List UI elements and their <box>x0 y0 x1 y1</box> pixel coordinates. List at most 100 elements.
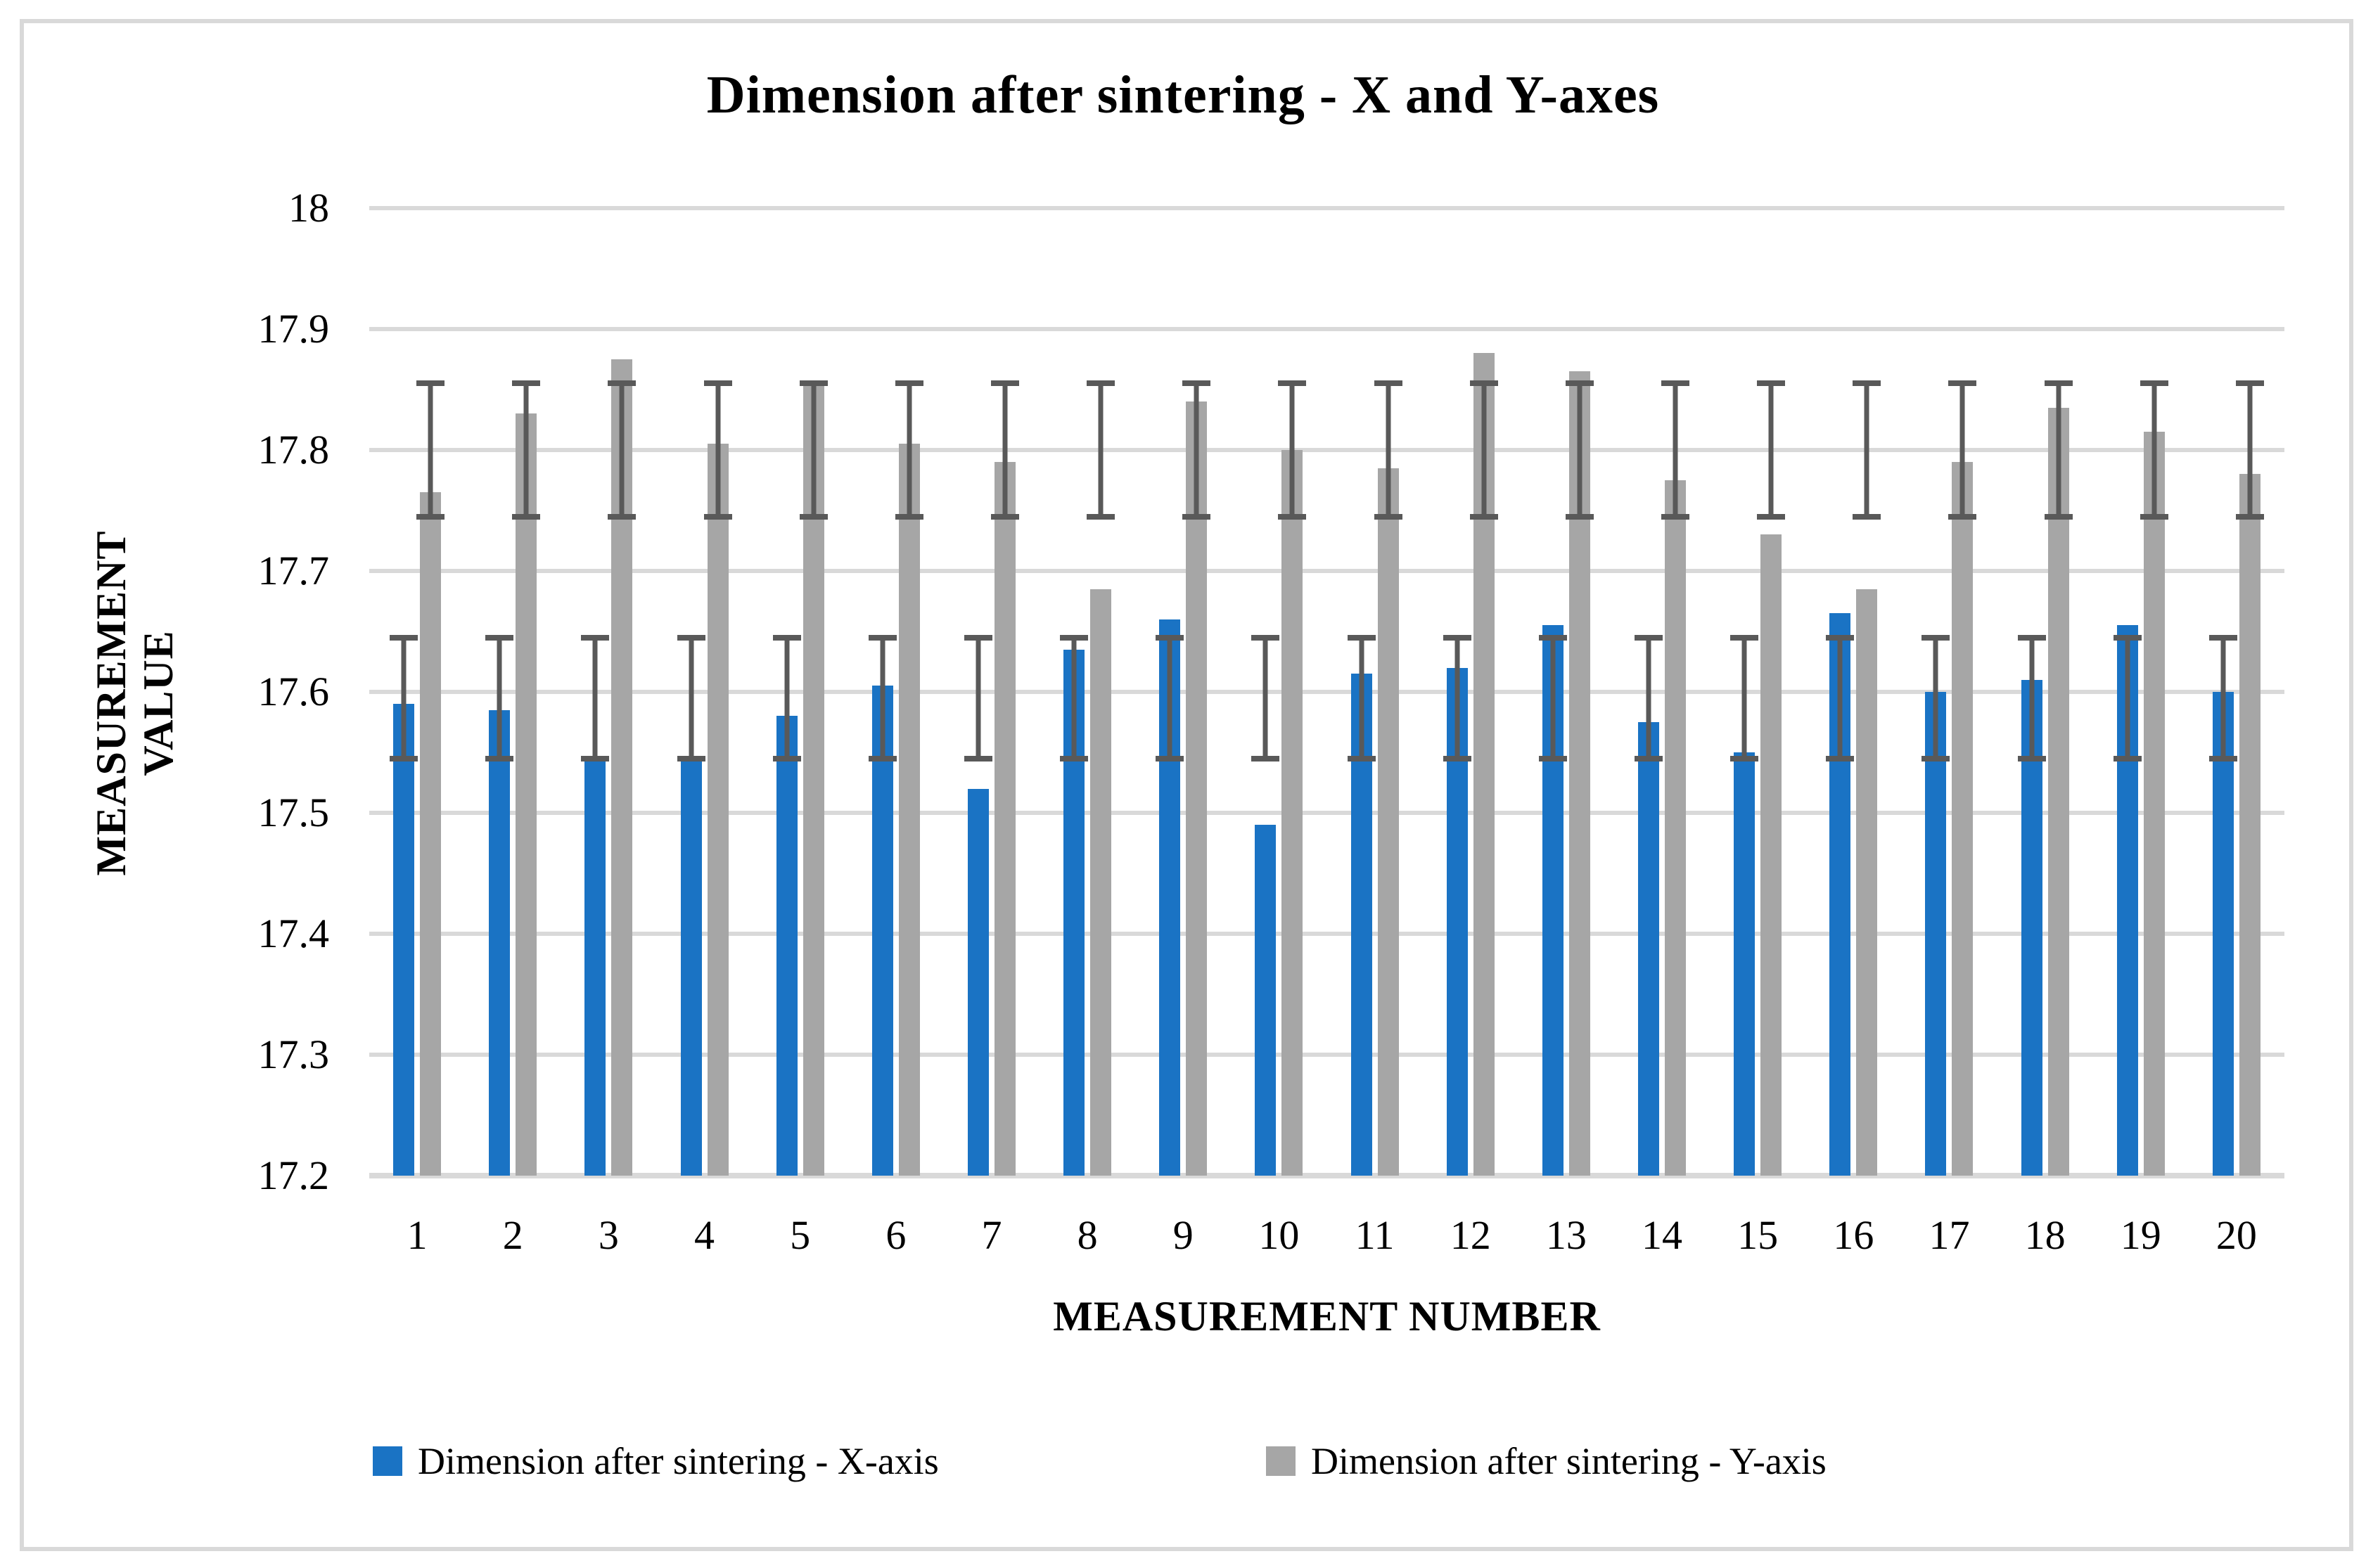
error-bar-stem <box>1289 383 1295 517</box>
x-tick-label-4: 4 <box>694 1212 715 1258</box>
plot-area <box>369 206 2284 1178</box>
y-tick-label-17.8: 17.8 <box>257 427 330 473</box>
error-bar-x-axis-18 <box>2017 634 2046 761</box>
gridline-17.8 <box>369 448 2284 452</box>
error-bar-top-cap <box>1278 380 1307 387</box>
error-bar-stem <box>1864 383 1869 517</box>
error-bar-top-cap <box>390 634 418 641</box>
error-bar-stem <box>1359 637 1364 759</box>
error-bar-bottom-cap <box>2140 513 2168 520</box>
error-bar-bottom-cap <box>1278 513 1307 520</box>
error-bar-stem <box>2247 383 2253 517</box>
x-tick-label-5: 5 <box>790 1212 811 1258</box>
error-bar-x-axis-15 <box>1730 634 1759 761</box>
bar-y-axis-19 <box>2143 432 2165 1176</box>
error-bar-x-axis-4 <box>677 634 705 761</box>
bar-x-axis-10 <box>1255 825 1277 1176</box>
error-bar-top-cap <box>512 380 541 387</box>
error-bar-stem <box>1167 637 1172 759</box>
error-bar-x-axis-3 <box>581 634 610 761</box>
error-bar-stem <box>2029 637 2035 759</box>
error-bar-stem <box>1768 383 1774 517</box>
error-bar-bottom-cap <box>512 513 541 520</box>
error-bar-top-cap <box>1921 634 1950 641</box>
error-bar-bottom-cap <box>990 513 1019 520</box>
error-bar-y-axis-12 <box>1469 380 1498 520</box>
bar-y-axis-14 <box>1665 480 1687 1176</box>
error-bar-y-axis-15 <box>1757 380 1786 520</box>
error-bar-stem <box>1741 637 1747 759</box>
bar-x-axis-20 <box>2212 692 2234 1176</box>
error-bar-bottom-cap <box>1635 755 1663 761</box>
error-bar-bottom-cap <box>1156 755 1184 761</box>
error-bar-top-cap <box>2235 380 2264 387</box>
error-bar-stem <box>592 637 598 759</box>
error-bar-y-axis-1 <box>416 380 445 520</box>
bar-y-axis-20 <box>2239 474 2261 1176</box>
bar-y-axis-6 <box>898 444 920 1176</box>
x-tick-label-12: 12 <box>1450 1212 1491 1258</box>
bar-y-axis-1 <box>420 492 442 1176</box>
y-tick-label-17.5: 17.5 <box>257 790 330 835</box>
error-bar-bottom-cap <box>1469 513 1498 520</box>
error-bar-stem <box>1481 383 1487 517</box>
error-bar-stem <box>1646 637 1651 759</box>
error-bar-y-axis-14 <box>1661 380 1690 520</box>
error-bar-bottom-cap <box>581 755 610 761</box>
y-tick-label-17.7: 17.7 <box>257 548 330 593</box>
error-bar-top-cap <box>1730 634 1759 641</box>
error-bar-x-axis-16 <box>1826 634 1855 761</box>
error-bar-bottom-cap <box>1347 755 1376 761</box>
error-bar-top-cap <box>990 380 1019 387</box>
x-tick-label-8: 8 <box>1077 1212 1098 1258</box>
error-bar-bottom-cap <box>1826 755 1855 761</box>
error-bar-top-cap <box>1087 380 1115 387</box>
error-bar-stem <box>811 383 817 517</box>
y-tick-label-17.6: 17.6 <box>257 669 330 714</box>
error-bar-top-cap <box>703 380 732 387</box>
error-bar-y-axis-7 <box>990 380 1019 520</box>
x-tick-label-20: 20 <box>2215 1212 2257 1258</box>
error-bar-bottom-cap <box>1374 513 1402 520</box>
x-tick-label-9: 9 <box>1172 1212 1194 1258</box>
error-bar-stem <box>2151 383 2157 517</box>
error-bar-stem <box>2056 383 2061 517</box>
x-tick-label-14: 14 <box>1642 1212 1682 1258</box>
error-bar-top-cap <box>1347 634 1376 641</box>
x-tick-label-11: 11 <box>1355 1212 1395 1258</box>
error-bar-stem <box>784 637 790 759</box>
gridline-17.2 <box>369 1173 2284 1178</box>
error-bar-stem <box>1194 383 1199 517</box>
bar-x-axis-14 <box>1638 722 1660 1176</box>
error-bar-y-axis-3 <box>608 380 637 520</box>
error-bar-y-axis-11 <box>1374 380 1402 520</box>
error-bar-bottom-cap <box>1087 513 1115 520</box>
error-bar-bottom-cap <box>772 755 801 761</box>
error-bar-stem <box>2220 637 2226 759</box>
error-bar-top-cap <box>1661 380 1690 387</box>
error-bar-stem <box>715 383 721 517</box>
error-bar-bottom-cap <box>1757 513 1786 520</box>
error-bar-top-cap <box>1635 634 1663 641</box>
error-bar-top-cap <box>772 634 801 641</box>
error-bar-y-axis-8 <box>1087 380 1115 520</box>
error-bar-stem <box>428 383 433 517</box>
error-bar-stem <box>1454 637 1460 759</box>
legend: Dimension after sintering - X-axis Dimen… <box>0 1436 2366 1492</box>
bar-y-axis-9 <box>1186 401 1208 1176</box>
error-bar-y-axis-6 <box>895 380 923 520</box>
error-bar-bottom-cap <box>608 513 637 520</box>
error-bar-top-cap <box>677 634 705 641</box>
error-bar-y-axis-5 <box>799 380 828 520</box>
error-bar-top-cap <box>2140 380 2168 387</box>
x-tick-label-16: 16 <box>1833 1212 1874 1258</box>
bar-y-axis-15 <box>1760 534 1782 1176</box>
error-bar-top-cap <box>1374 380 1402 387</box>
bar-x-axis-5 <box>776 716 798 1176</box>
error-bar-y-axis-16 <box>1853 380 1881 520</box>
error-bar-x-axis-2 <box>485 634 514 761</box>
error-bar-y-axis-20 <box>2235 380 2264 520</box>
error-bar-top-cap <box>1948 380 1977 387</box>
error-bar-bottom-cap <box>868 755 897 761</box>
error-bar-x-axis-13 <box>1538 634 1567 761</box>
